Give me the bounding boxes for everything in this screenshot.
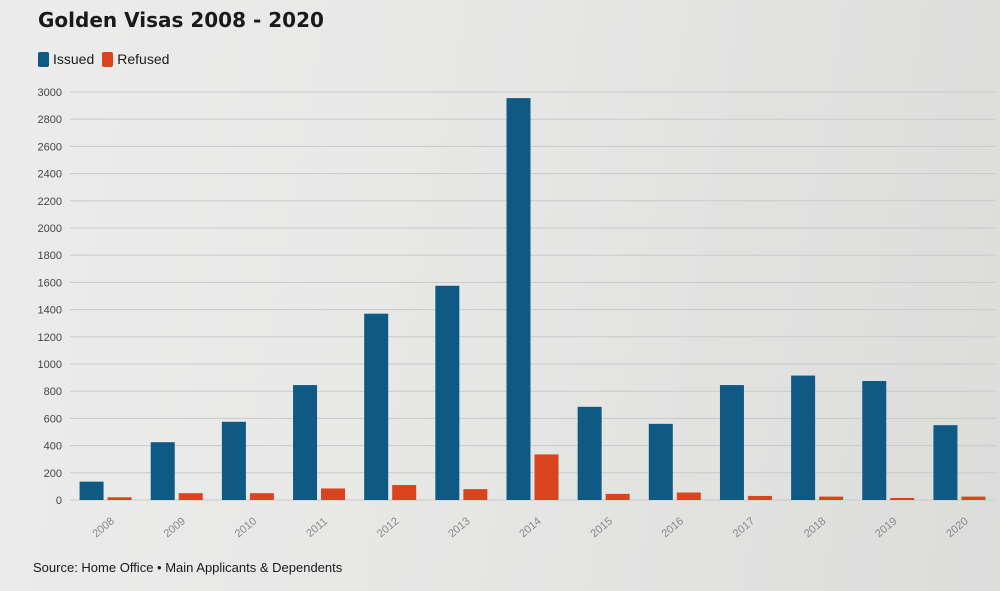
- bar-issued-2015: [577, 406, 602, 500]
- bar-refused-2016: [676, 492, 701, 500]
- y-tick-label: 600: [44, 413, 62, 425]
- y-tick-label: 1000: [38, 359, 62, 371]
- chart-title: Golden Visas 2008 - 2020: [38, 8, 324, 32]
- x-tick-label: 2018: [802, 515, 828, 540]
- legend-item-refused: Refused: [102, 51, 169, 67]
- y-tick-label: 1800: [38, 250, 62, 262]
- bar-issued-2019: [862, 381, 887, 500]
- x-axis-ticks: 2008 2009 2010 2011 2012 2013 2014 2015 2016 2017…: [90, 515, 970, 540]
- y-tick-label: 2200: [38, 196, 62, 208]
- legend-swatch-issued: [38, 51, 49, 67]
- y-tick-label: 400: [44, 441, 62, 453]
- gridlines: [70, 91, 995, 501]
- bar-issued-2020: [933, 425, 958, 500]
- x-tick-label: 2015: [588, 515, 614, 540]
- x-tick-label: 2010: [233, 515, 259, 540]
- x-tick-label: 2012: [375, 515, 401, 540]
- y-tick-label: 1200: [38, 332, 62, 344]
- bar-refused-2014: [534, 454, 559, 500]
- y-tick-label: 3000: [38, 87, 62, 99]
- y-tick-label: 800: [44, 386, 62, 398]
- x-tick-label: 2014: [517, 515, 543, 540]
- x-tick-label: 2008: [90, 515, 116, 540]
- bar-issued-2011: [293, 385, 318, 500]
- bar-issued-2010: [221, 421, 246, 500]
- x-tick-label: 2011: [304, 516, 330, 540]
- legend-swatch-refused: [102, 51, 114, 67]
- bar-issued-2016: [648, 423, 673, 500]
- bars: [79, 98, 986, 501]
- x-tick-label: 2019: [873, 515, 899, 540]
- x-tick-label: 2013: [446, 515, 472, 540]
- y-tick-label: 1400: [38, 305, 62, 317]
- bar-refused-2011: [321, 488, 346, 500]
- legend-label-refused: Refused: [117, 51, 170, 67]
- bar-issued-2008: [79, 481, 104, 500]
- bar-refused-2008: [107, 497, 132, 500]
- legend-item-issued: Issued: [38, 51, 94, 67]
- bar-issued-2012: [364, 313, 389, 500]
- bar-refused-2015: [605, 493, 630, 500]
- x-tick-label: 2020: [944, 515, 970, 540]
- y-tick-label: 2400: [38, 169, 62, 181]
- bar-refused-2020: [961, 496, 986, 500]
- bar-issued-2014: [506, 98, 531, 501]
- bar-issued-2009: [150, 442, 175, 500]
- y-tick-label: 2800: [38, 114, 62, 126]
- x-tick-label: 2009: [162, 515, 188, 540]
- legend: Issued Refused: [38, 51, 169, 67]
- y-tick-label: 2600: [38, 141, 62, 153]
- x-tick-label: 2017: [731, 515, 757, 540]
- y-tick-label: 200: [44, 468, 62, 480]
- legend-label-issued: Issued: [53, 51, 95, 67]
- x-tick-label: 2016: [660, 515, 686, 540]
- bar-refused-2019: [890, 497, 915, 500]
- bar-refused-2017: [747, 495, 772, 500]
- bar-refused-2012: [392, 485, 417, 500]
- bar-refused-2010: [249, 493, 274, 500]
- bar-issued-2018: [791, 375, 816, 500]
- bar-refused-2018: [819, 496, 844, 500]
- bar-issued-2017: [719, 385, 744, 500]
- bar-refused-2009: [178, 493, 203, 500]
- y-tick-label: 1600: [38, 277, 62, 289]
- y-tick-label: 2000: [38, 223, 62, 235]
- source-note: Source: Home Office • Main Applicants & …: [33, 560, 343, 575]
- y-axis-ticks: 0 200 400 600 800 1000 1200 1400 1600 1800 2000 220…: [38, 87, 62, 507]
- bar-refused-2013: [463, 489, 488, 500]
- y-tick-label: 0: [56, 495, 62, 507]
- bar-issued-2013: [435, 285, 460, 500]
